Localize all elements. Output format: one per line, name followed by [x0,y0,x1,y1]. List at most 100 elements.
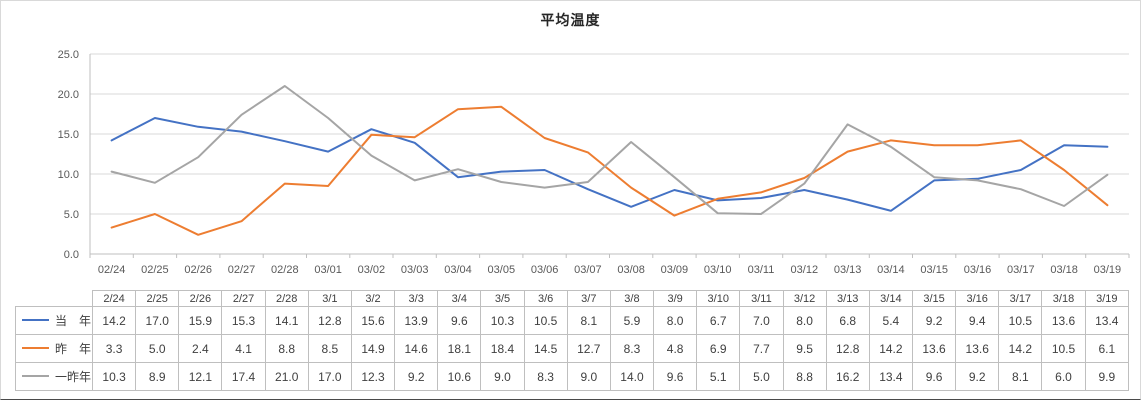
table-header-cell: 3/6 [523,290,568,307]
table-value-cell: 8.8 [782,362,827,391]
table-value-cell: 8.0 [653,306,698,335]
table-value-cell: 10.5 [523,306,568,335]
x-axis-label: 03/02 [358,264,386,276]
table-row-last-year: 昨 年 3.3 5.0 2.4 4.1 8.8 8.5 14.9 14.6 18.1 18.4 14.… [15,334,1130,363]
table-header-cell: 3/18 [1041,290,1086,307]
table-header-cell: 3/17 [998,290,1043,307]
table-value-cell: 13.6 [955,334,1000,363]
table-value-cell: 7.0 [739,306,784,335]
x-axis-label: 02/24 [98,264,126,276]
temperature-line-chart: 0.0 5.0 10.0 15.0 20.0 25.0 02/24 02/25 02/26 02/… [58,49,1130,276]
x-axis-label: 03/01 [314,264,342,276]
x-axis-label: 03/10 [704,264,732,276]
x-axis-label: 03/09 [661,264,689,276]
table-value-cell: 15.6 [350,306,396,335]
table-value-cell: 14.6 [394,334,439,363]
table-value-cell: 14.2 [998,334,1043,363]
table-header-cell: 3/14 [868,290,913,307]
table-header-cell: 3/9 [653,290,698,307]
table-value-cell: 6.7 [696,306,741,335]
table-corner-cell [15,290,93,307]
table-value-cell: 3.3 [91,334,137,363]
table-value-cell: 5.4 [868,306,913,335]
table-value-cell: 9.0 [480,362,525,391]
table-value-cell: 12.7 [566,334,611,363]
x-axis-label: 03/07 [574,264,602,276]
table-header-cell: 3/10 [696,290,741,307]
table-value-cell: 9.6 [653,362,698,391]
table-header-cell: 3/16 [955,290,1000,307]
x-axis-label: 02/28 [271,264,299,276]
table-value-cell: 13.6 [1041,306,1086,335]
table-value-cell: 4.1 [221,334,266,363]
table-value-cell: 4.8 [653,334,698,363]
table-header-cell: 3/4 [437,290,482,307]
table-value-cell: 12.8 [307,306,352,335]
x-axis-label: 03/19 [1094,264,1122,276]
table-value-cell: 12.3 [350,362,396,391]
table-header-cell: 3/2 [350,290,396,307]
table-header-cell: 3/8 [609,290,655,307]
table-value-cell: 21.0 [264,362,309,391]
table-value-cell: 9.4 [955,306,1000,335]
table-header-cell: 3/13 [825,290,870,307]
table-header-cell: 2/28 [264,290,309,307]
table-header-cell: 3/7 [566,290,611,307]
table-value-cell: 5.0 [739,362,784,391]
table-value-cell: 14.5 [523,334,568,363]
table-value-cell: 6.0 [1041,362,1086,391]
x-axis-label: 02/25 [141,264,169,276]
table-value-cell: 8.1 [998,362,1043,391]
table-value-cell: 12.8 [825,334,870,363]
y-axis-label: 10.0 [58,169,79,181]
x-axis-label: 03/18 [1050,264,1078,276]
table-value-cell: 14.9 [350,334,396,363]
table-value-cell: 14.2 [91,306,137,335]
table-header-cell: 2/26 [178,290,223,307]
x-axis-label: 03/05 [488,264,516,276]
x-axis-label: 03/06 [531,264,559,276]
table-value-cell: 9.2 [911,306,957,335]
table-header-cell: 2/25 [135,290,180,307]
series-marker-two-years-ago [22,374,49,377]
table-value-cell: 13.9 [394,306,439,335]
series-name-last-year: 昨 年 [55,342,92,356]
table-value-cell: 13.4 [868,362,913,391]
table-value-cell: 17.0 [135,306,180,335]
table-value-cell: 8.1 [566,306,611,335]
x-axis-label: 02/27 [228,264,256,276]
x-axis-label: 03/03 [401,264,429,276]
table-value-cell: 5.9 [609,306,655,335]
table-value-cell: 10.6 [437,362,482,391]
series-marker-last-year [22,346,49,349]
table-header-cell: 3/1 [307,290,352,307]
table-value-cell: 13.6 [911,334,957,363]
chart-title: 平均温度 [540,12,601,28]
series-name-this-year: 当 年 [55,314,92,328]
table-value-cell: 15.3 [221,306,266,335]
table-value-cell: 9.6 [437,306,482,335]
table-value-cell: 10.5 [998,306,1043,335]
data-table: 2/24 2/25 2/26 2/27 2/28 3/1 3/2 3/3 3/4 3/5 3/6 3/… [15,290,1130,391]
table-value-cell: 16.2 [825,362,870,391]
table-value-cell: 2.4 [178,334,223,363]
x-axis-label: 02/26 [184,264,212,276]
table-header-cell: 3/19 [1084,290,1130,307]
table-value-cell: 14.2 [868,334,913,363]
table-row-two-years-ago: 一昨年 10.3 8.9 12.1 17.4 21.0 17.0 12.3 9.2 10.6 9.0… [15,362,1130,391]
table-value-cell: 6.8 [825,306,870,335]
y-axis-label: 5.0 [64,209,79,221]
table-value-cell: 13.4 [1084,306,1130,335]
table-header-cell: 2/24 [91,290,137,307]
x-axis-label: 03/08 [617,264,645,276]
y-axis-label: 25.0 [58,49,79,61]
table-value-cell: 8.5 [307,334,352,363]
x-axis-label: 03/12 [791,264,819,276]
table-value-cell: 7.7 [739,334,784,363]
series-line-this-year [110,117,1109,212]
x-axis-label: 03/13 [834,264,862,276]
table-header-cell: 3/11 [739,290,784,307]
table-value-cell: 18.4 [480,334,525,363]
x-axis-label: 03/16 [964,264,992,276]
